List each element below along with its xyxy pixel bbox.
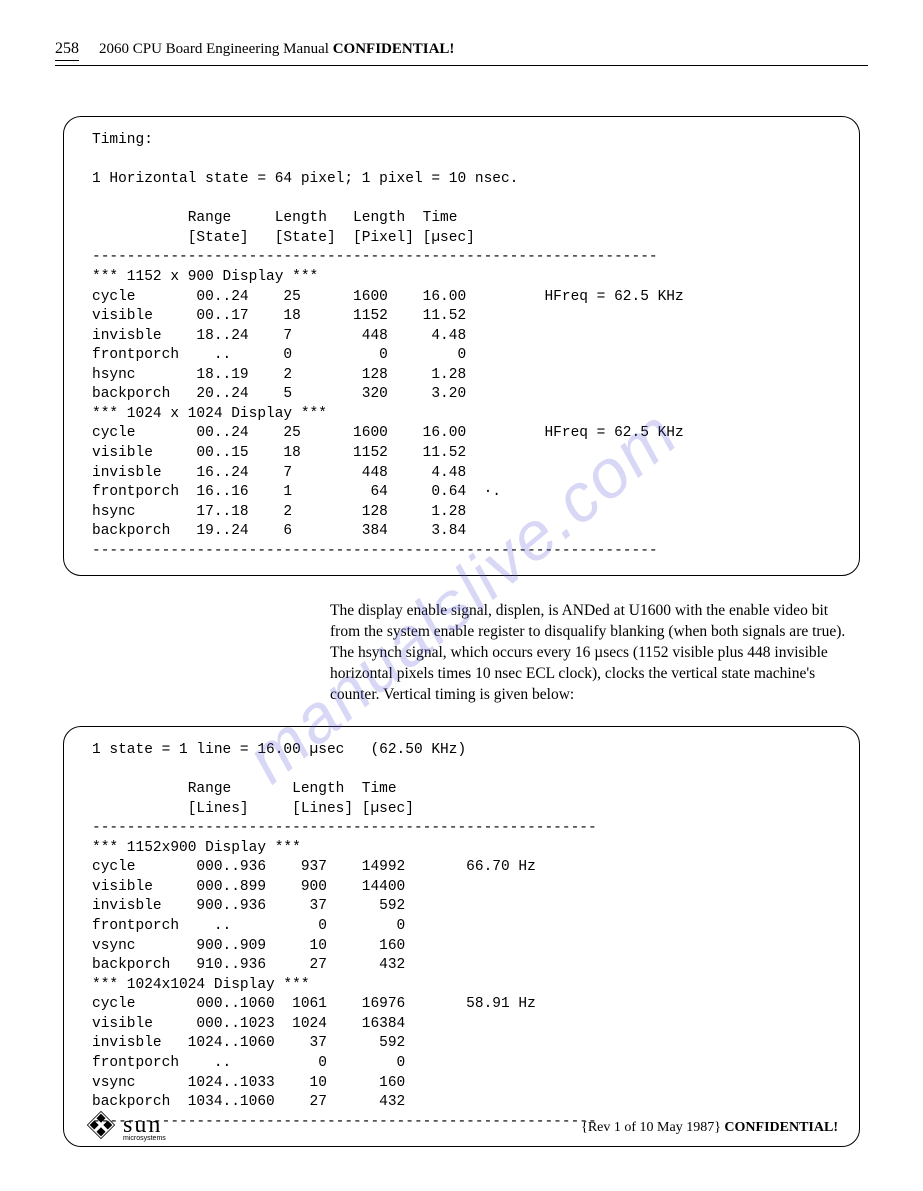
vertical-heading: 1 state = 1 line = 16.00 µsec (62.50 KHz… — [92, 742, 466, 758]
timing-row: backporch 20..24 5 320 3.20 — [92, 386, 466, 402]
timing-section2-title: *** 1024 x 1024 Display *** — [92, 406, 327, 422]
vertical-row: vsync 900..909 10 160 — [92, 938, 405, 954]
timing-row: visible 00..17 18 1152 11.52 — [92, 308, 466, 324]
vertical-row: cycle 000..936 937 14992 66.70 Hz — [92, 859, 536, 875]
vertical-row: invisble 900..936 37 592 — [92, 898, 405, 914]
vertical-row: visible 000..899 900 14400 — [92, 879, 405, 895]
timing-headers2: [State] [State] [Pixel] [µsec] — [92, 230, 475, 246]
timing-row: visible 00..15 18 1152 11.52 — [92, 445, 466, 461]
timing-headers1: Range Length Length Time — [92, 210, 457, 226]
vertical-row: frontporch .. 0 0 — [92, 1055, 405, 1071]
vertical-section1-title: *** 1152x900 Display *** — [92, 840, 301, 856]
timing-row: cycle 00..24 25 1600 16.00 HFreq = 62.5 … — [92, 289, 684, 305]
body-paragraph: The display enable signal, displen, is A… — [330, 601, 848, 706]
sun-logo: sun microsystems — [85, 1109, 166, 1146]
timing-box: Timing: 1 Horizontal state = 64 pixel; 1… — [63, 116, 860, 576]
timing-row: hsync 17..18 2 128 1.28 — [92, 504, 466, 520]
page-header: 258 2060 CPU Board Engineering Manual CO… — [55, 40, 868, 66]
footer-bold: CONFIDENTIAL! — [724, 1120, 838, 1135]
vertical-box: 1 state = 1 line = 16.00 µsec (62.50 KHz… — [63, 726, 860, 1147]
vertical-row: vsync 1024..1033 10 160 — [92, 1075, 405, 1091]
vertical-section2-title: *** 1024x1024 Display *** — [92, 977, 310, 993]
timing-section1-title: *** 1152 x 900 Display *** — [92, 269, 318, 285]
header-title-prefix: 2060 CPU Board Engineering Manual — [99, 41, 333, 57]
timing-row: invisble 16..24 7 448 4.48 — [92, 465, 466, 481]
vertical-row: frontporch .. 0 0 — [92, 918, 405, 934]
sun-logo-text: sun microsystems — [123, 1113, 166, 1142]
page-footer: sun microsystems {Rev 1 of 10 May 1987} … — [55, 1109, 868, 1146]
vertical-row: cycle 000..1060 1061 16976 58.91 Hz — [92, 996, 536, 1012]
sun-logo-big: sun — [123, 1113, 166, 1137]
vertical-row: visible 000..1023 1024 16384 — [92, 1016, 405, 1032]
vertical-headers1: Range Length Time — [92, 781, 397, 797]
timing-divider: ----------------------------------------… — [92, 249, 658, 265]
footer-prefix: {Rev 1 of 10 May 1987} — [581, 1120, 724, 1135]
page-number: 258 — [55, 40, 79, 61]
header-title: 2060 CPU Board Engineering Manual CONFID… — [99, 41, 454, 58]
vertical-row: backporch 910..936 27 432 — [92, 957, 405, 973]
timing-subheading: 1 Horizontal state = 64 pixel; 1 pixel =… — [92, 171, 518, 187]
vertical-headers2: [Lines] [Lines] [µsec] — [92, 801, 414, 817]
timing-row: cycle 00..24 25 1600 16.00 HFreq = 62.5 … — [92, 425, 684, 441]
timing-row: invisble 18..24 7 448 4.48 — [92, 328, 466, 344]
timing-divider: ----------------------------------------… — [92, 543, 658, 559]
timing-row: frontporch 16..16 1 64 0.64 ·. — [92, 484, 501, 500]
sun-logo-small: microsystems — [123, 1135, 166, 1142]
timing-heading: Timing: — [92, 132, 153, 148]
vertical-row: backporch 1034..1060 27 432 — [92, 1094, 405, 1110]
vertical-divider: ----------------------------------------… — [92, 820, 597, 836]
footer-right: {Rev 1 of 10 May 1987} CONFIDENTIAL! — [581, 1120, 838, 1136]
timing-row: frontporch .. 0 0 0 — [92, 347, 466, 363]
timing-row: backporch 19..24 6 384 3.84 — [92, 523, 466, 539]
header-title-bold: CONFIDENTIAL! — [333, 41, 455, 57]
timing-row: hsync 18..19 2 128 1.28 — [92, 367, 466, 383]
sun-logo-icon — [85, 1109, 117, 1146]
vertical-row: invisble 1024..1060 37 592 — [92, 1035, 405, 1051]
